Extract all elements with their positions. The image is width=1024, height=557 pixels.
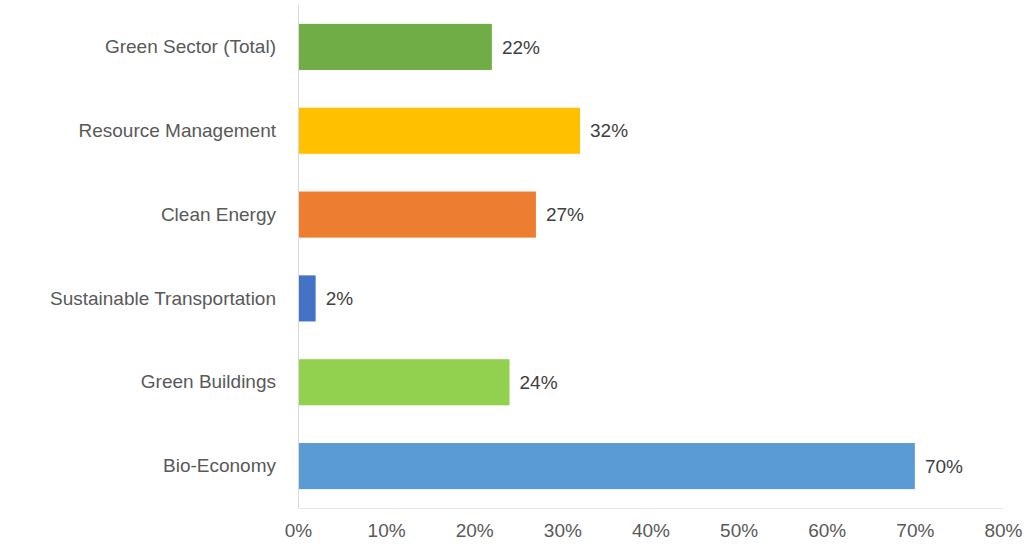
x-tick: 20% <box>456 508 494 541</box>
x-tick: 60% <box>808 508 846 541</box>
x-tick: 70% <box>896 508 934 541</box>
y-axis: Green Sector (Total) Resource Management C… <box>50 6 299 509</box>
data-label: 32% <box>590 120 628 141</box>
x-tick: 40% <box>632 508 670 541</box>
x-tick-label: 80% <box>984 520 1022 541</box>
data-label: 70% <box>925 456 963 477</box>
chart-svg: 0% 10% 20% 30% 40% 50% 60% 70% 80% Green Sector (… <box>0 0 1024 557</box>
category-label: Green Buildings <box>141 371 276 392</box>
x-tick: 0% <box>285 508 313 541</box>
plot: 0% 10% 20% 30% 40% 50% 60% 70% 80% Green Sector (… <box>50 6 1023 542</box>
x-tick-label: 0% <box>285 520 313 541</box>
bar <box>298 275 316 321</box>
x-axis-line <box>299 508 1004 509</box>
category-label: Bio-Economy <box>163 455 276 476</box>
y-tick: Green Sector (Total) <box>105 36 298 57</box>
x-tick: 80% <box>984 508 1022 541</box>
data-label: 24% <box>520 372 558 393</box>
y-tick: Clean Energy <box>161 204 298 225</box>
category-label: Green Sector (Total) <box>105 36 276 57</box>
y-tick: Bio-Economy <box>163 455 298 476</box>
x-axis: 0% 10% 20% 30% 40% 50% 60% 70% 80% <box>285 508 1023 541</box>
x-tick: 30% <box>544 508 582 541</box>
bar <box>298 443 915 489</box>
x-tick: 50% <box>720 508 758 541</box>
data-label: 27% <box>546 204 584 225</box>
x-tick-label: 60% <box>808 520 846 541</box>
x-tick: 10% <box>368 508 406 541</box>
y-axis-line <box>298 6 299 509</box>
bar <box>298 192 536 238</box>
y-tick: Green Buildings <box>141 371 298 392</box>
y-tick: Resource Management <box>79 120 299 141</box>
x-tick-label: 40% <box>632 520 670 541</box>
category-label: Clean Energy <box>161 204 277 225</box>
data-labels: 22% 32% 27% 2% 24% 70% <box>326 37 963 477</box>
x-tick-label: 10% <box>368 520 406 541</box>
bar <box>298 359 510 405</box>
category-label: Sustainable Transportation <box>50 287 276 308</box>
x-tick-label: 70% <box>896 520 934 541</box>
bar <box>298 108 580 154</box>
bars <box>298 24 915 489</box>
data-label: 2% <box>326 288 354 309</box>
x-tick-label: 30% <box>544 520 582 541</box>
x-tick-label: 50% <box>720 520 758 541</box>
x-tick-label: 20% <box>456 520 494 541</box>
data-label: 22% <box>502 37 540 58</box>
y-tick: Sustainable Transportation <box>50 287 298 308</box>
category-label: Resource Management <box>79 120 277 141</box>
bar <box>298 24 492 70</box>
